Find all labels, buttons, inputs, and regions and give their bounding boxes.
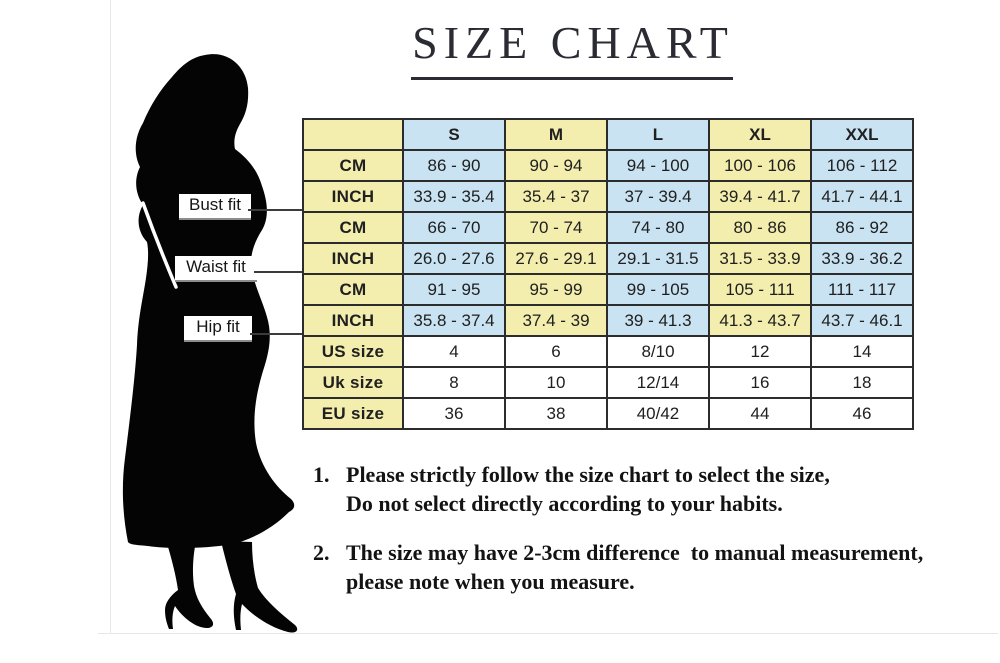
value-cell: 100 - 106 — [708, 149, 812, 182]
value-cell: 111 - 117 — [810, 273, 914, 306]
note-1: 1. Please strictly follow the size chart… — [313, 460, 993, 518]
hip-fit-pointer-line — [250, 333, 302, 335]
value-cell: 70 - 74 — [504, 211, 608, 244]
note-2-line-1: The size may have 2-3cm difference to ma… — [346, 540, 924, 565]
note-1-line-2: Do not select directly according to your… — [346, 491, 783, 516]
table-row-uk-size: Uk size 8 10 12/14 16 18 — [302, 366, 914, 399]
value-cell: 46 — [810, 397, 914, 430]
size-chart-title: SIZE CHART — [412, 17, 734, 68]
value-cell: 6 — [504, 335, 608, 368]
value-cell: 95 - 99 — [504, 273, 608, 306]
value-cell: 18 — [810, 366, 914, 399]
table-row-hip-fit-inch: INCH 35.8 - 37.4 37.4 - 39 39 - 41.3 41.3 - … — [302, 304, 914, 337]
header-row: S M L XL XXL — [302, 118, 914, 151]
value-cell: 86 - 90 — [402, 149, 506, 182]
value-cell: 66 - 70 — [402, 211, 506, 244]
value-cell: 16 — [708, 366, 812, 399]
value-cell: 37.4 - 39 — [504, 304, 608, 337]
column-header-xxl: XXL — [810, 118, 914, 151]
hip-fit-label: Hip fit — [184, 316, 252, 342]
value-cell: 86 - 92 — [810, 211, 914, 244]
note-1-number: 1. — [313, 462, 330, 487]
waist-fit-pointer-line — [254, 271, 302, 273]
value-cell: 35.8 - 37.4 — [402, 304, 506, 337]
value-cell: 33.9 - 35.4 — [402, 180, 506, 213]
photo-frame-bottom-edge — [98, 633, 998, 634]
value-cell: 36 — [402, 397, 506, 430]
value-cell: 105 - 111 — [708, 273, 812, 306]
value-cell: 74 - 80 — [606, 211, 710, 244]
unit-label-cell: EU size — [302, 397, 404, 430]
value-cell: 31.5 - 33.9 — [708, 242, 812, 275]
value-cell: 43.7 - 46.1 — [810, 304, 914, 337]
table-row-waist-fit-cm: CM 66 - 70 70 - 74 74 - 80 80 - 86 86 - 92 — [302, 211, 914, 244]
unit-label-cell: CM — [302, 149, 404, 182]
table-row-waist-fit-inch: INCH 26.0 - 27.6 27.6 - 29.1 29.1 - 31.5 31.… — [302, 242, 914, 275]
note-2: 2. The size may have 2-3cm difference to… — [313, 538, 993, 596]
bust-fit-pointer-line — [248, 209, 302, 211]
unit-label-cell: CM — [302, 273, 404, 306]
table-row-hip-fit-cm: CM 91 - 95 95 - 99 99 - 105 105 - 111 111 - 1… — [302, 273, 914, 306]
value-cell: 12/14 — [606, 366, 710, 399]
note-2-number: 2. — [313, 540, 330, 565]
value-cell: 39.4 - 41.7 — [708, 180, 812, 213]
unit-label-cell: CM — [302, 211, 404, 244]
size-chart-table: S M L XL XXL CM 86 - 90 90 - 94 94 - 100 100 - 10… — [302, 118, 914, 430]
photo-frame-left-edge — [110, 0, 111, 633]
size-chart-table-body: S M L XL XXL CM 86 - 90 90 - 94 94 - 100 100 - 10… — [302, 118, 914, 430]
silhouette-body — [122, 54, 295, 549]
column-header-s: S — [402, 118, 506, 151]
value-cell: 99 - 105 — [606, 273, 710, 306]
table-row-eu-size: EU size 36 38 40/42 44 46 — [302, 397, 914, 430]
unit-label-cell: INCH — [302, 180, 404, 213]
value-cell: 94 - 100 — [606, 149, 710, 182]
silhouette-arm-gap — [141, 201, 178, 289]
table-row-bust-fit-inch: INCH 33.9 - 35.4 35.4 - 37 37 - 39.4 39.4 - … — [302, 180, 914, 213]
value-cell: 27.6 - 29.1 — [504, 242, 608, 275]
value-cell: 37 - 39.4 — [606, 180, 710, 213]
value-cell: 40/42 — [606, 397, 710, 430]
value-cell: 29.1 - 31.5 — [606, 242, 710, 275]
header-corner-cell — [302, 118, 404, 151]
column-header-m: M — [504, 118, 608, 151]
column-header-xl: XL — [708, 118, 812, 151]
value-cell: 26.0 - 27.6 — [402, 242, 506, 275]
unit-label-cell: US size — [302, 335, 404, 368]
waist-fit-label: Waist fit — [175, 256, 257, 282]
table-row-bust-fit-cm: CM 86 - 90 90 - 94 94 - 100 100 - 106 106 - 1… — [302, 149, 914, 182]
bust-fit-label: Bust fit — [179, 194, 251, 220]
value-cell: 41.7 - 44.1 — [810, 180, 914, 213]
column-header-l: L — [606, 118, 710, 151]
table-row-us-size: US size 4 6 8/10 12 14 — [302, 335, 914, 368]
value-cell: 8/10 — [606, 335, 710, 368]
silhouette-left-leg — [165, 540, 214, 629]
unit-label-cell: Uk size — [302, 366, 404, 399]
value-cell: 39 - 41.3 — [606, 304, 710, 337]
value-cell: 41.3 - 43.7 — [708, 304, 812, 337]
unit-label-cell: INCH — [302, 242, 404, 275]
unit-label-cell: INCH — [302, 304, 404, 337]
value-cell: 4 — [402, 335, 506, 368]
value-cell: 106 - 112 — [810, 149, 914, 182]
title-underline — [411, 77, 733, 80]
value-cell: 80 - 86 — [708, 211, 812, 244]
note-2-line-2: please note when you measure. — [346, 569, 635, 594]
value-cell: 10 — [504, 366, 608, 399]
value-cell: 33.9 - 36.2 — [810, 242, 914, 275]
value-cell: 35.4 - 37 — [504, 180, 608, 213]
value-cell: 38 — [504, 397, 608, 430]
note-2-lines: The size may have 2-3cm difference to ma… — [346, 538, 993, 596]
note-1-line-1: Please strictly follow the size chart to… — [346, 462, 830, 487]
value-cell: 12 — [708, 335, 812, 368]
value-cell: 8 — [402, 366, 506, 399]
value-cell: 44 — [708, 397, 812, 430]
silhouette-right-leg — [221, 541, 298, 633]
value-cell: 90 - 94 — [504, 149, 608, 182]
note-1-lines: Please strictly follow the size chart to… — [346, 460, 993, 518]
value-cell: 14 — [810, 335, 914, 368]
value-cell: 91 - 95 — [402, 273, 506, 306]
